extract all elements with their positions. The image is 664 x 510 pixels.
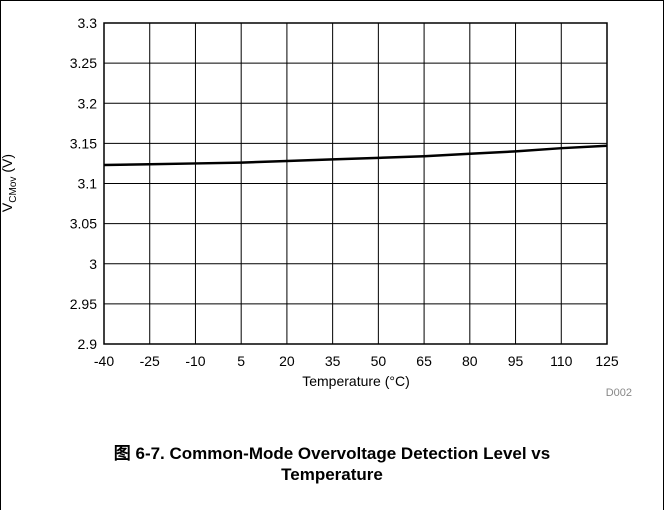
data-line bbox=[103, 144, 608, 167]
x-tick-label: 110 bbox=[550, 353, 573, 369]
y-label-sub: CMov bbox=[8, 177, 19, 203]
x-tick-label: -25 bbox=[140, 353, 160, 369]
x-tick-label: 125 bbox=[595, 353, 619, 369]
y-tick-label: 2.95 bbox=[70, 296, 97, 312]
y-tick-label: 3.2 bbox=[78, 95, 98, 111]
y-tick-label: 3.25 bbox=[70, 55, 97, 71]
x-tick-label: 5 bbox=[237, 353, 245, 369]
y-tick-label: 3.3 bbox=[78, 15, 98, 31]
x-tick-label: 50 bbox=[371, 353, 387, 369]
y-tick-label: 3 bbox=[89, 256, 97, 272]
y-tick-label: 3.1 bbox=[78, 176, 98, 192]
y-label-unit: (V) bbox=[0, 154, 15, 173]
x-axis-label: Temperature (°C) bbox=[302, 373, 410, 389]
y-axis-label: VCMov (V) bbox=[0, 154, 19, 212]
x-tick-label: 20 bbox=[279, 353, 295, 369]
x-tick-label: -10 bbox=[185, 353, 205, 369]
y-tick-label: 3.15 bbox=[70, 135, 97, 151]
y-label-main: V bbox=[0, 202, 15, 212]
x-tick-label: 35 bbox=[325, 353, 341, 369]
x-tick-label: 95 bbox=[508, 353, 524, 369]
x-tick-label: 80 bbox=[462, 353, 478, 369]
annotation: D002 bbox=[606, 387, 632, 399]
caption: 图 6-7. Common-Mode Overvoltage Detection… bbox=[113, 444, 551, 484]
x-tick-label: -40 bbox=[94, 353, 114, 369]
x-tick-label: 65 bbox=[416, 353, 432, 369]
y-tick-label: 2.9 bbox=[78, 336, 98, 352]
plot-border bbox=[103, 22, 608, 345]
y-tick-label: 3.05 bbox=[70, 216, 97, 232]
